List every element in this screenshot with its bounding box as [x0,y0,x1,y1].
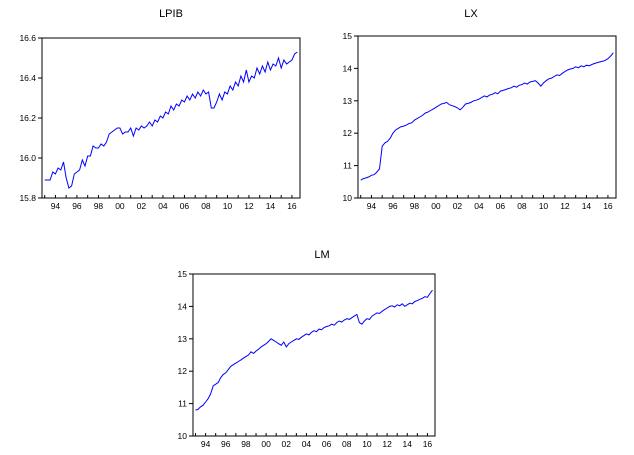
chart-panel-lm: LM 10 11 12 13 14 15 94 96 98 00 02 04 06 08 10 12 14 16 [178,249,436,449]
x-tick-label-lx: 14 [582,201,592,211]
y-tick-label-lx: 14 [343,63,353,73]
y-tick-label-lpib: 16.2 [19,113,36,123]
y-tick-label-lm: 12 [178,366,188,376]
x-tick-label-lx: 08 [517,201,527,211]
line-series-lx [360,52,614,181]
x-tick-label-lm: 12 [382,439,392,449]
x-tick-label-lx: 02 [453,201,463,211]
chart-panel-lx: LX 10 11 12 13 14 15 94 96 98 00 02 04 06 08 10 12 14 16 [343,8,617,211]
plot-frame-lpib [41,37,301,199]
x-tick-label-lpib: 10 [223,201,233,211]
x-tick-label-lpib: 02 [137,201,147,211]
y-axis-lm: 10 11 12 13 14 15 [178,269,193,441]
y-tick-label-lx: 11 [343,161,352,171]
x-tick-label-lx: 10 [539,201,549,211]
x-tick-label-lx: 12 [560,201,570,211]
x-tick-label-lpib: 04 [158,201,168,211]
y-tick-label-lpib: 16.4 [19,73,36,83]
x-tick-label-lm: 94 [201,439,211,449]
x-tick-label-lm: 08 [342,439,352,449]
y-tick-label-lx: 12 [343,128,353,138]
x-axis-lx: 94 96 98 00 02 04 06 08 10 12 14 16 [360,195,613,211]
x-tick-label-lm: 00 [261,439,271,449]
plot-frame-lm [192,273,436,437]
y-tick-label-lx: 15 [343,31,353,41]
x-tick-label-lm: 96 [221,439,231,449]
y-tick-label-lx: 10 [343,193,353,203]
y-tick-label-lx: 13 [343,96,353,106]
x-tick-label-lpib: 14 [266,201,276,211]
x-axis-lm: 94 96 98 00 02 04 06 08 10 12 14 16 [195,433,433,449]
x-tick-label-lpib: 00 [115,201,125,211]
plot-frame-lx [357,35,617,199]
x-tick-label-lpib: 96 [72,201,82,211]
chart-title-lm: LM [314,249,329,261]
x-axis-lpib: 94 96 98 00 02 04 06 08 10 12 14 16 [44,195,297,211]
y-tick-label-lm: 14 [178,301,188,311]
line-series-lm [195,289,433,411]
y-tick-label-lpib: 16.0 [19,153,36,163]
x-tick-label-lpib: 16 [287,201,297,211]
y-axis-lpib: 15.8 16.0 16.2 16.4 16.6 [19,33,42,203]
x-tick-label-lx: 00 [431,201,441,211]
x-tick-label-lm: 16 [423,439,433,449]
x-tick-label-lx: 96 [388,201,398,211]
y-tick-label-lpib: 16.6 [19,33,36,43]
x-tick-label-lm: 14 [403,439,413,449]
y-tick-label-lm: 11 [178,399,187,409]
x-tick-label-lpib: 12 [244,201,254,211]
x-tick-label-lx: 06 [496,201,506,211]
x-tick-label-lx: 98 [410,201,420,211]
line-series-lpib [44,51,298,189]
x-tick-label-lm: 06 [322,439,332,449]
x-tick-label-lx: 94 [367,201,377,211]
y-axis-lx: 10 11 12 13 14 15 [343,31,358,203]
x-tick-label-lpib: 94 [51,201,61,211]
x-tick-label-lx: 16 [603,201,613,211]
y-tick-label-lm: 15 [178,269,188,279]
x-tick-label-lpib: 08 [201,201,211,211]
x-tick-label-lpib: 98 [94,201,104,211]
chart-title-lpib: LPIB [159,8,183,20]
x-tick-label-lx: 04 [474,201,484,211]
y-tick-label-lm: 10 [178,431,188,441]
chart-title-lx: LX [464,8,478,20]
x-tick-label-lm: 04 [302,439,312,449]
y-tick-label-lm: 13 [178,334,188,344]
y-tick-label-lpib: 15.8 [19,193,36,203]
x-tick-label-lpib: 06 [180,201,190,211]
x-tick-label-lm: 02 [282,439,292,449]
chart-panel-lpib: LPIB 15.8 16.0 16.2 16.4 16.6 94 96 98 00 02 04 06… [19,8,301,211]
x-tick-label-lm: 98 [241,439,251,449]
x-tick-label-lm: 10 [362,439,372,449]
